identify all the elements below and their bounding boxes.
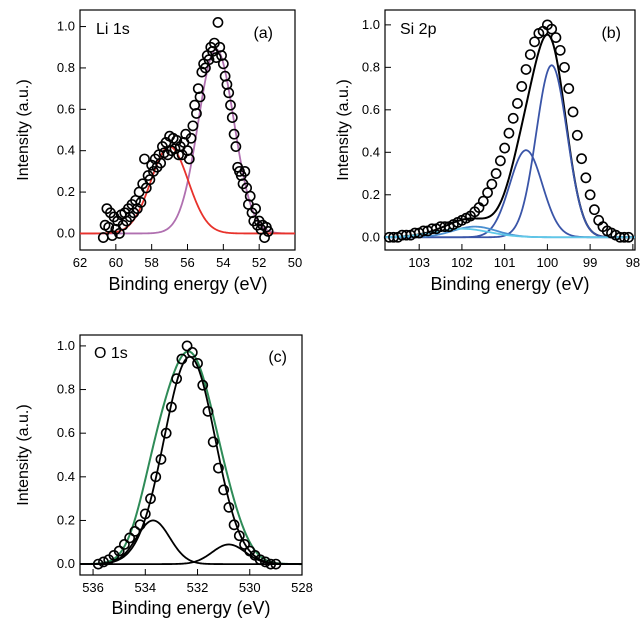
y-tick-label: 0.0 bbox=[57, 225, 75, 240]
panel-li-1s: 62 60 58 56 54 52 50 0.0 0.2 0.4 0.6 0.8 1.0 Li 1s (… bbox=[15, 10, 302, 294]
x-tick-label: 50 bbox=[288, 255, 302, 270]
data-point bbox=[229, 130, 238, 139]
panel-tag-b: (b) bbox=[601, 25, 621, 42]
data-point bbox=[213, 18, 222, 27]
data-point bbox=[509, 114, 518, 123]
y-tick-label: 0.8 bbox=[362, 59, 380, 74]
data-point bbox=[551, 33, 560, 42]
data-point bbox=[188, 121, 197, 130]
y-tick-label: 0.8 bbox=[57, 382, 75, 397]
x-tick-label: 100 bbox=[537, 255, 559, 270]
y-tick-label: 0.6 bbox=[57, 101, 75, 116]
x-tick-label: 58 bbox=[144, 255, 158, 270]
x-tick-label: 530 bbox=[239, 580, 261, 595]
x-tick-label: 62 bbox=[73, 255, 87, 270]
data-points-c bbox=[94, 341, 281, 568]
y-tick-label: 1.0 bbox=[362, 17, 380, 32]
panel-tag-c: (c) bbox=[268, 349, 287, 366]
panel-tag-a: (a) bbox=[253, 25, 273, 42]
data-point bbox=[513, 99, 522, 108]
y-tick-label: 1.0 bbox=[57, 338, 75, 353]
data-point bbox=[586, 190, 595, 199]
data-point bbox=[504, 129, 513, 138]
panel-si-2p: 103 102 101 100 99 98 0.0 0.2 0.4 0.6 0.8 1.0 Si 2p… bbox=[335, 10, 640, 294]
envelope-fit-curve bbox=[80, 351, 302, 564]
x-axis-label-c: Binding energy (eV) bbox=[111, 598, 270, 618]
y-tick-label: 0.6 bbox=[362, 102, 380, 117]
y-tick-label: 0.4 bbox=[57, 143, 75, 158]
y-tick-label: 0.8 bbox=[57, 60, 75, 75]
x-tick-label: 528 bbox=[291, 580, 313, 595]
data-point bbox=[577, 154, 586, 163]
y-tick-label: 0.0 bbox=[57, 556, 75, 571]
data-point bbox=[496, 156, 505, 165]
x-tick-label: 536 bbox=[82, 580, 104, 595]
data-point bbox=[573, 131, 582, 140]
data-point bbox=[590, 205, 599, 214]
data-point bbox=[517, 82, 526, 91]
y-axis-label-b: Intensity (a.u.) bbox=[335, 79, 352, 180]
x-tick-label: 99 bbox=[583, 255, 597, 270]
panel-title-a: Li 1s bbox=[96, 21, 130, 38]
data-point bbox=[99, 233, 108, 242]
y-tick-label: 0.4 bbox=[362, 144, 380, 159]
data-point bbox=[568, 107, 577, 116]
x-tick-label: 98 bbox=[626, 255, 640, 270]
component-fit-curve bbox=[385, 65, 635, 237]
data-point bbox=[556, 46, 565, 55]
data-point bbox=[526, 50, 535, 59]
x-tick-label: 101 bbox=[494, 255, 516, 270]
data-point bbox=[500, 143, 509, 152]
component-fit-curve bbox=[80, 357, 302, 564]
x-tick-label: 102 bbox=[451, 255, 473, 270]
panel-o-1s: 536 534 532 530 528 0.0 0.2 0.4 0.6 0.8 1.0 O 1s (… bbox=[15, 335, 313, 618]
x-tick-label: 103 bbox=[408, 255, 430, 270]
data-point bbox=[229, 520, 238, 529]
data-point bbox=[224, 503, 233, 512]
y-tick-label: 0.6 bbox=[57, 425, 75, 440]
data-point bbox=[581, 173, 590, 182]
y-axis-label-a: Intensity (a.u.) bbox=[15, 79, 32, 180]
x-tick-label: 56 bbox=[180, 255, 194, 270]
x-axis-label-b: Binding energy (eV) bbox=[430, 274, 589, 294]
x-tick-label: 52 bbox=[252, 255, 266, 270]
data-point bbox=[492, 169, 501, 178]
y-tick-label: 1.0 bbox=[57, 19, 75, 34]
x-tick-label: 534 bbox=[134, 580, 156, 595]
x-tick-label: 54 bbox=[216, 255, 230, 270]
data-points-b bbox=[385, 20, 634, 242]
data-point bbox=[564, 84, 573, 93]
y-tick-label: 0.4 bbox=[57, 469, 75, 484]
x-tick-label: 60 bbox=[109, 255, 123, 270]
panel-title-c: O 1s bbox=[94, 345, 128, 362]
y-axis-label-c: Intensity (a.u.) bbox=[15, 404, 32, 505]
data-point bbox=[560, 63, 569, 72]
x-tick-label: 532 bbox=[187, 580, 209, 595]
plot-frame-c bbox=[80, 335, 302, 575]
y-tick-label: 0.2 bbox=[57, 512, 75, 527]
data-point bbox=[231, 142, 240, 151]
y-tick-label: 0.0 bbox=[362, 229, 380, 244]
data-point bbox=[487, 180, 496, 189]
y-tick-label: 0.2 bbox=[57, 184, 75, 199]
y-tick-label: 0.2 bbox=[362, 187, 380, 202]
data-point bbox=[521, 65, 530, 74]
panel-title-b: Si 2p bbox=[400, 21, 437, 38]
x-axis-label-a: Binding energy (eV) bbox=[108, 274, 267, 294]
fit-curves-c bbox=[80, 351, 302, 564]
data-points-a bbox=[99, 18, 273, 242]
